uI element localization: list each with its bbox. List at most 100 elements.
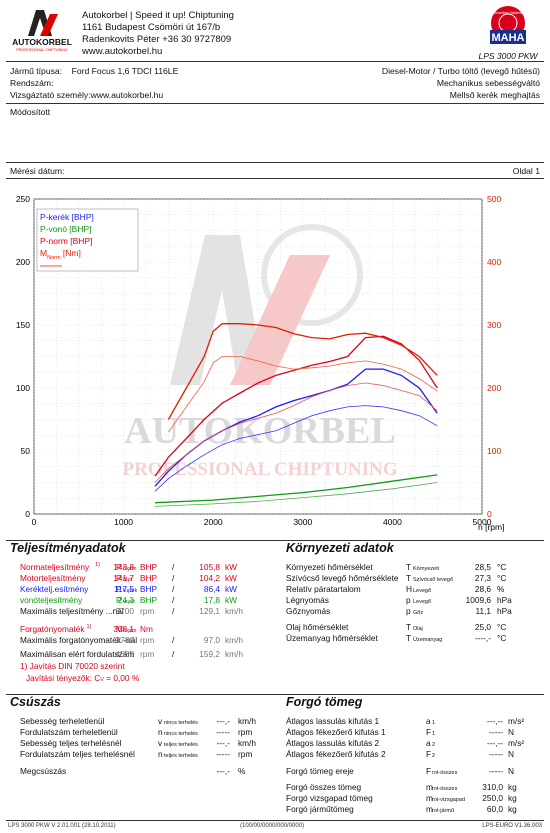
mass-row: Átlagos lassulás kifutás 2 a 2 ---,-- m/s² bbox=[286, 738, 541, 749]
env-symbol-sub: Olaj bbox=[413, 626, 423, 632]
mass-value: ----- bbox=[489, 749, 503, 759]
perf-value-1: 308,1 bbox=[113, 624, 134, 634]
perf-row: Maximális forgatónyomaték -nál 2780 rpm / 97… bbox=[20, 635, 275, 646]
divider bbox=[6, 162, 544, 163]
legend-m-unit: [Nm] bbox=[61, 248, 81, 258]
env-label: Környezeti hőmérséklet bbox=[286, 562, 373, 572]
env-symbol-sub: Szívócső levegő bbox=[413, 577, 454, 583]
perf-value-1: 117,5 bbox=[113, 584, 134, 594]
mass-unit: m/s² bbox=[508, 716, 525, 726]
env-symbol: H bbox=[406, 584, 412, 594]
env-row: Szívócső levegő hőmérséklete T Szívócső le… bbox=[286, 573, 541, 584]
env-unit: °C bbox=[497, 562, 507, 572]
perf-row: Maximális teljesítmény ...nál 3700 rpm / 129… bbox=[20, 606, 275, 617]
coast-symbol-sub: nincs terhelés bbox=[164, 720, 198, 726]
perf-unit-1: rpm bbox=[140, 649, 155, 659]
company-info: Autokorbel | Speed it up! Chiptuning 116… bbox=[82, 10, 234, 58]
maha-ring-text: Maschinenbau Haldenwang bbox=[487, 11, 529, 15]
env-row: Gőznyomás p Gőz 11,1 hPa bbox=[286, 606, 541, 617]
perf-label: vonóteljesítmény bbox=[20, 595, 83, 605]
perf-label: Maximális teljesítmény ...nál bbox=[20, 606, 124, 616]
coast-title: Csúszás bbox=[10, 695, 61, 709]
coast-label: Megcsúszás bbox=[20, 766, 67, 776]
maha-text: MAHA bbox=[492, 32, 525, 44]
env-unit: °C bbox=[497, 622, 507, 632]
coast-unit: km/h bbox=[238, 738, 256, 748]
perf-label: Maximálisan elért fordulatszám bbox=[20, 649, 135, 659]
x-tick-label: 4000 bbox=[383, 517, 402, 527]
divider bbox=[6, 103, 544, 104]
env-row: Légnyomás p Levegő 1009,6 hPa bbox=[286, 595, 541, 606]
mass-symbol-sub: 2 bbox=[432, 753, 436, 759]
perf-symbol: M bbox=[116, 624, 123, 634]
perf-row: Maximálisan elért fordulatszám 4565 rpm / 15… bbox=[20, 649, 275, 660]
page-number: Oldal 1 bbox=[512, 166, 540, 176]
divider bbox=[6, 694, 544, 695]
perf-separator: / bbox=[172, 649, 175, 659]
perf-unit-1: Nm bbox=[140, 624, 153, 634]
perf-unit-1: BHP bbox=[140, 562, 158, 572]
logo-text: AUTOKORBEL bbox=[12, 37, 72, 47]
coast-value: ----- bbox=[216, 727, 230, 737]
mass-unit: N bbox=[508, 727, 514, 737]
perf-note: 1) bbox=[95, 562, 100, 568]
y-right-tick-label: 100 bbox=[487, 446, 501, 456]
legend-p-kerek: P-kerék [BHP] bbox=[40, 212, 94, 222]
drive-type: Mellső kerék meghajtás bbox=[449, 90, 540, 100]
mass-unit: kg bbox=[508, 793, 517, 803]
legend-m-sub: Norm bbox=[47, 255, 61, 261]
registration-label: Rendszám: bbox=[10, 78, 54, 88]
divider bbox=[6, 178, 544, 179]
chart-axes: 0 1000 2000 3000 4000 50000501001502002500100… bbox=[16, 194, 502, 527]
series-line-p-norm-run2 bbox=[154, 382, 438, 483]
env-unit: hPa bbox=[497, 606, 512, 616]
footnote-1: 1) Javítás DIN 70020 szerint bbox=[20, 661, 125, 671]
perf-unit-1: rpm bbox=[140, 635, 155, 645]
coast-label: Fordulatszám terheletlenül bbox=[20, 727, 118, 737]
y-left-tick-label: 150 bbox=[16, 320, 30, 330]
mass-row: Átlagos lassulás kifutás 1 a 1 ---,-- m/s² bbox=[286, 716, 541, 727]
env-row: Üzemanyag hőmérséklet T Üzemanyag ----,- °C bbox=[286, 633, 541, 644]
mass-value: ---,-- bbox=[486, 738, 503, 748]
coast-unit: rpm bbox=[238, 727, 253, 737]
mass-symbol: m bbox=[426, 804, 433, 814]
perf-symbol: P bbox=[116, 562, 122, 572]
perf-label: Keréktelj.esítmény bbox=[20, 584, 89, 594]
perf-symbol: P bbox=[116, 573, 122, 583]
perf-unit-2: kW bbox=[225, 584, 237, 594]
mass-unit: kg bbox=[508, 804, 517, 814]
env-symbol: T bbox=[406, 622, 412, 632]
footer-right: LPS-EURO V1.36.003 bbox=[482, 823, 542, 829]
perf-label: Forgatónyomaték bbox=[20, 624, 85, 634]
company-line-1: Autokorbel | Speed it up! Chiptuning bbox=[82, 10, 234, 21]
env-symbol: T bbox=[406, 633, 412, 643]
mass-row: Forgó vizsgapad tömeg m rot-vizsgapad 250,0… bbox=[286, 793, 541, 804]
env-label: Üzemanyag hőmérséklet bbox=[286, 633, 378, 643]
coast-value: ----- bbox=[216, 749, 230, 759]
engine-type: Diesel-Motor / Turbo töltő (levegő hűtés… bbox=[381, 66, 540, 76]
footnote-2-label: Javítási tényezők: C bbox=[26, 673, 101, 683]
perf-value-2: 17,8 bbox=[203, 595, 220, 605]
mass-symbol: a bbox=[426, 716, 431, 726]
perf-symbol: P bbox=[116, 595, 122, 605]
perf-value-1: 3700 bbox=[115, 606, 134, 616]
env-symbol-sub: Levegő bbox=[413, 599, 432, 605]
legend-m-symbol: M bbox=[40, 248, 47, 258]
env-row: Relatív páratartalom H Levegő 28,6% bbox=[286, 584, 541, 595]
mass-symbol-sub: rot-összes bbox=[432, 770, 458, 776]
chart-series bbox=[154, 323, 438, 507]
perf-symbol-sub: Norm bbox=[123, 628, 137, 634]
env-symbol-sub: Környezeti bbox=[413, 566, 439, 572]
env-title: Környezeti adatok bbox=[286, 541, 394, 555]
tester: Vizsgáztató személy:www.autokorbel.hu bbox=[10, 90, 163, 100]
env-value: 25,0 bbox=[474, 622, 491, 632]
env-label: Relatív páratartalom bbox=[286, 584, 361, 594]
tester-label: Vizsgáztató személy: bbox=[10, 90, 91, 100]
coast-label: Sebesség teljes terhelésnél bbox=[20, 738, 122, 748]
mass-symbol-sub: rot-összes bbox=[432, 786, 458, 792]
coast-symbol: n bbox=[158, 749, 163, 759]
y-left-tick-label: 200 bbox=[16, 257, 30, 267]
mass-symbol: F bbox=[426, 749, 432, 759]
vehicle-type-value: Ford Focus 1,6 TDCI 116LE bbox=[71, 66, 179, 76]
